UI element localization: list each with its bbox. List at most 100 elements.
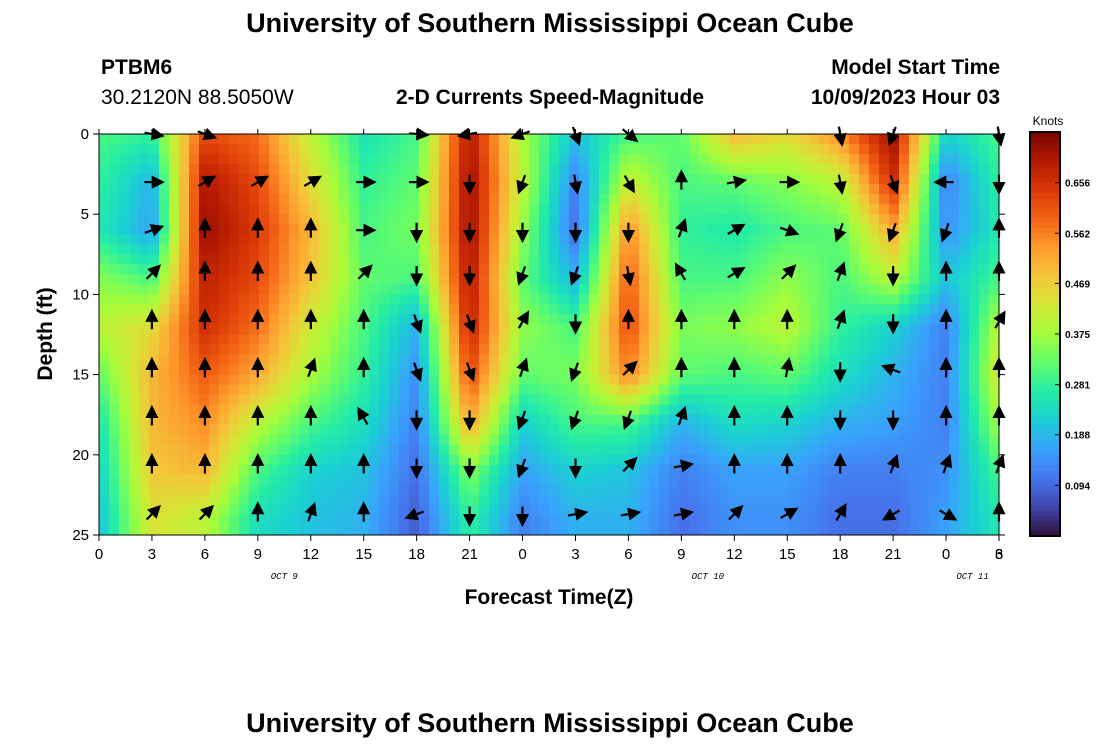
heatmap-cell [699,174,710,185]
heatmap-cell [159,204,170,215]
heatmap-cell [609,134,620,145]
heatmap-cell [869,174,880,185]
heatmap-cell [679,154,690,165]
heatmap-cell [99,204,110,215]
heatmap-cell [299,224,310,235]
heatmap-cell [689,164,700,175]
heatmap-cell [909,414,920,426]
heatmap-cell [279,134,290,145]
heatmap-cell [389,504,400,516]
heatmap-cell [339,444,350,456]
heatmap-cell [209,344,220,356]
heatmap-cell [789,284,800,296]
heatmap-cell [439,404,450,416]
heatmap-cell [489,244,500,255]
heatmap-cell [629,234,640,245]
heatmap-cell [239,294,250,306]
heatmap-cell [559,524,570,535]
heatmap-cell [559,274,570,285]
heatmap-cell [799,244,810,255]
heatmap-cell [189,224,200,235]
heatmap-cell [669,384,680,396]
heatmap-cell [199,324,210,336]
heatmap-cell [459,374,470,386]
heatmap-cell [629,374,640,386]
heatmap-cell [159,214,170,225]
heatmap-cell [269,494,280,506]
heatmap-cell [849,244,860,255]
heatmap-cell [169,294,180,306]
heatmap-cell [789,274,800,285]
heatmap-cell [869,264,880,275]
heatmap-cell [309,394,320,406]
heatmap-cell [819,244,830,255]
heatmap-cell [329,364,340,376]
heatmap-cell [909,194,920,205]
heatmap-cell [709,234,720,245]
heatmap-cell [869,354,880,366]
heatmap-cell [769,504,780,516]
heatmap-cell [909,244,920,255]
heatmap-cell [589,374,600,386]
heatmap-cell [829,444,840,456]
heatmap-cell [579,454,590,466]
heatmap-cell [769,514,780,526]
heatmap-cell [779,484,790,496]
heatmap-cell [779,294,790,306]
heatmap-cell [439,204,450,215]
colorbar-segment [1030,404,1060,411]
heatmap-cell [379,184,390,195]
heatmap-cell [629,474,640,486]
heatmap-cell [749,354,760,366]
heatmap-cell [979,404,990,416]
heatmap-cell [649,454,660,466]
heatmap-cell [119,134,130,145]
heatmap-cell [509,434,520,446]
heatmap-cell [119,424,130,436]
heatmap-cell [419,364,430,376]
heatmap-cell [959,324,970,336]
heatmap-cell [759,314,770,326]
heatmap-cell [389,214,400,225]
heatmap-cell [329,224,340,235]
heatmap-cell [749,474,760,486]
heatmap-cell [439,244,450,255]
heatmap-cell [299,204,310,215]
current-arrow [144,224,165,237]
heatmap-cell [299,184,310,195]
heatmap-cell [779,344,790,356]
heatmap-cell [839,244,850,255]
heatmap-cell [989,134,999,145]
heatmap-cell [989,494,999,506]
heatmap-cell [819,194,830,205]
heatmap-cell [869,374,880,386]
heatmap-cell [979,264,990,275]
heatmap-cell [209,154,220,165]
heatmap-cell [979,344,990,356]
heatmap-cell [309,524,320,535]
heatmap-cell [489,454,500,466]
heatmap-cell [599,184,610,195]
heatmap-cell [499,224,510,235]
heatmap-cell [869,424,880,436]
heatmap-cell [119,194,130,205]
heatmap-cell [469,304,480,316]
heatmap-cell [329,514,340,526]
heatmap-cell [809,204,820,215]
heatmap-cell [749,204,760,215]
heatmap-cell [99,424,110,436]
heatmap-cell [289,254,300,265]
heatmap-cell [809,494,820,506]
heatmap-cell [929,344,940,356]
heatmap-cell [649,184,660,195]
heatmap-cell [279,354,290,366]
heatmap-cell [939,214,950,225]
heatmap-cell [709,264,720,275]
heatmap-cell [239,224,250,235]
heatmap-cell [289,374,300,386]
heatmap-cell [709,474,720,486]
heatmap-cell [119,394,130,406]
heatmap-cell [659,404,670,416]
heatmap-cell [769,444,780,456]
heatmap-cell [629,264,640,275]
